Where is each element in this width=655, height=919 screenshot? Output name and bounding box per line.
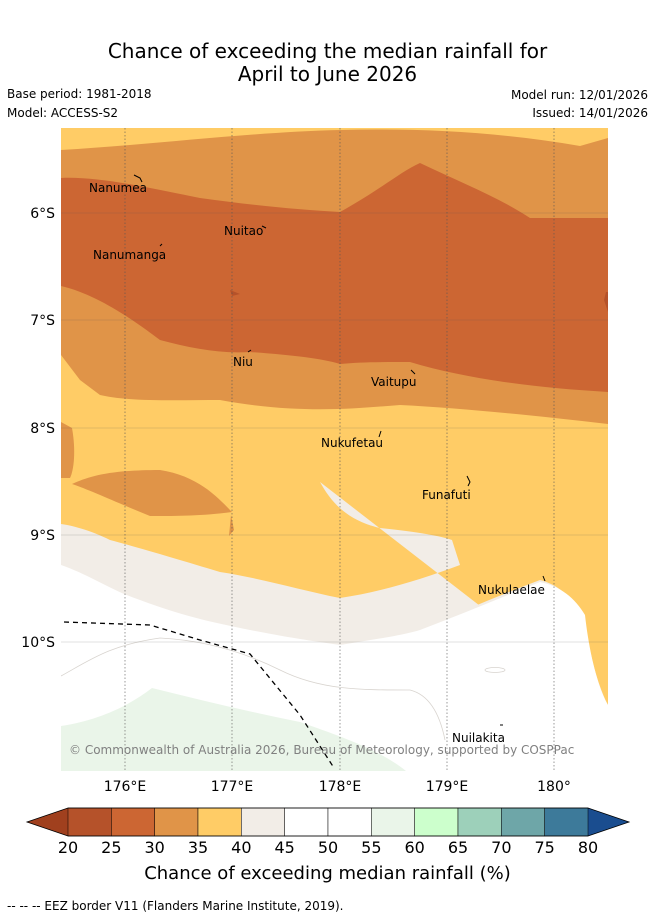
lon-label: 177°E xyxy=(211,779,254,795)
colorbar-tick-label: 75 xyxy=(534,838,554,857)
label-vaitupu: Vaitupu xyxy=(371,375,417,389)
contour-ring xyxy=(484,667,506,673)
copyright-notice: © Commonwealth of Australia 2026, Bureau… xyxy=(69,743,574,757)
label-nukufetau: Nukufetau xyxy=(321,436,383,450)
label-nuitao: Nuitao xyxy=(224,224,263,238)
lat-label: 9°S xyxy=(30,528,55,544)
colorbar-tick-label: 80 xyxy=(578,838,598,857)
label-niu: Niu xyxy=(233,355,253,369)
label-nanumanga: Nanumanga xyxy=(93,248,166,262)
band-55-60 xyxy=(61,688,406,771)
colorbar-tick-label: 30 xyxy=(144,838,164,857)
colorbar-tick-label: 65 xyxy=(448,838,468,857)
colorbar-over-arrow xyxy=(588,808,629,836)
colorbar-tick-label: 40 xyxy=(231,838,251,857)
colorbar-cell xyxy=(241,807,285,837)
colorbar-cell xyxy=(111,807,155,837)
lon-label: 180° xyxy=(537,779,571,795)
colorbar-outline xyxy=(25,807,631,837)
label-nukulaelae: Nukulaelae xyxy=(478,583,545,597)
small-patch-edge xyxy=(604,292,608,312)
colorbar-cell xyxy=(371,807,415,837)
band-30-35-blob xyxy=(72,470,232,516)
colorbar: 20 25 30 35 40 45 50 55 60 65 70 75 80 xyxy=(25,807,631,857)
small-patch xyxy=(230,290,240,296)
colorbar-cell xyxy=(414,807,459,837)
colorbar-cell xyxy=(544,807,589,837)
colorbar-tick-label: 55 xyxy=(361,838,381,857)
eez-border xyxy=(63,621,335,769)
lat-label: 10°S xyxy=(21,635,55,651)
title-line-2: April to June 2026 xyxy=(237,62,418,86)
colorbar-tick-label: 70 xyxy=(491,838,511,857)
model-name: Model: ACCESS-S2 xyxy=(7,106,119,120)
colorbar-under-arrow xyxy=(27,808,68,836)
label-funafuti: Funafuti xyxy=(422,488,471,502)
base-period: Base period: 1981-2018 xyxy=(7,87,152,101)
colorbar-cell xyxy=(457,807,502,837)
lat-label: 6°S xyxy=(30,206,55,222)
forecast-map: Nanumea Nuitao Nanumanga Niu Vaitupu Nuk… xyxy=(61,128,608,771)
contour-line xyxy=(61,637,446,741)
colorbar-tick-label: 45 xyxy=(274,838,294,857)
band-25-30 xyxy=(61,163,608,392)
longitude-labels: 176°E 177°E 178°E 179°E 180° xyxy=(104,779,571,795)
small-patch-2 xyxy=(229,515,234,536)
colorbar-cell xyxy=(197,807,242,837)
colorbar-tick-label: 25 xyxy=(101,838,121,857)
colorbar-ticks: 20 25 30 35 40 45 50 55 60 65 70 75 80 xyxy=(58,838,598,857)
colorbar-tick-label: 35 xyxy=(188,838,208,857)
lon-label: 178°E xyxy=(319,779,362,795)
label-nuilakita: Nuilakita xyxy=(452,731,505,745)
issued-date: Issued: 14/01/2026 xyxy=(532,106,648,120)
title-line-1: Chance of exceeding the median rainfall … xyxy=(107,39,548,63)
model-run: Model run: 12/01/2026 xyxy=(510,88,648,102)
island-marks xyxy=(133,174,546,726)
colorbar-cells xyxy=(67,807,589,837)
eez-footnote: -- -- -- EEZ border V11 (Flanders Marine… xyxy=(7,899,344,913)
colorbar-title: Chance of exceeding median rainfall (%) xyxy=(144,863,511,884)
latitude-labels: 6°S 7°S 8°S 9°S 10°S xyxy=(21,206,55,651)
colorbar-cell xyxy=(154,807,199,837)
colorbar-tick-label: 60 xyxy=(404,838,424,857)
colorbar-cell xyxy=(284,807,329,837)
colorbar-cell xyxy=(67,807,112,837)
colorbar-tick-label: 20 xyxy=(58,838,78,857)
label-nanumea: Nanumea xyxy=(89,181,147,195)
lat-label: 8°S xyxy=(30,421,55,437)
colorbar-cell xyxy=(327,807,372,837)
colorbar-tick-label: 50 xyxy=(318,838,338,857)
lat-label: 7°S xyxy=(30,313,55,329)
colorbar-cell xyxy=(501,807,545,837)
lon-label: 176°E xyxy=(104,779,147,795)
band-30-35-edge xyxy=(61,422,75,478)
map-title: Chance of exceeding the median rainfall … xyxy=(0,40,655,86)
lon-label: 179°E xyxy=(426,779,469,795)
gridlines xyxy=(61,128,608,771)
